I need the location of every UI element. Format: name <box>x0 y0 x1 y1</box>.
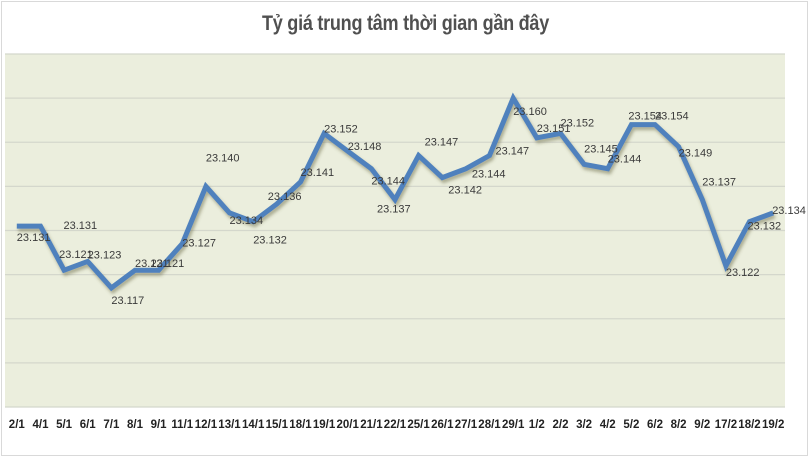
data-label: 23.132 <box>253 235 287 247</box>
x-tick-label: 1/2 <box>529 419 545 431</box>
data-label: 23.142 <box>448 185 482 197</box>
x-tick-label: 9/1 <box>151 419 168 431</box>
x-tick-label: 13/1 <box>218 419 241 431</box>
data-label: 23.148 <box>348 141 382 153</box>
x-tick-label: 18/1 <box>289 419 312 431</box>
x-tick-label: 6/2 <box>647 419 663 431</box>
x-tick-label: 8/2 <box>671 419 687 431</box>
series-polyline <box>16 92 775 292</box>
data-label: 23.121 <box>135 258 169 270</box>
data-label: 23.147 <box>496 146 530 158</box>
data-label: 23.160 <box>513 106 547 118</box>
x-tick-label: 27/1 <box>455 419 478 431</box>
data-label: 23.147 <box>425 137 459 149</box>
data-label: 23.154 <box>628 111 662 123</box>
x-tick-label: 29/1 <box>502 419 525 431</box>
data-label: 23.144 <box>608 154 642 166</box>
x-tick-label: 25/1 <box>407 419 430 431</box>
x-tick-label: 2/2 <box>553 419 569 431</box>
data-label: 23.137 <box>377 204 411 216</box>
x-tick-label: 3/2 <box>576 419 592 431</box>
data-label: 23.144 <box>371 176 405 188</box>
data-label: 23.137 <box>702 177 736 189</box>
data-label: 23.136 <box>268 191 302 203</box>
x-tick-label: 8/1 <box>127 419 144 431</box>
x-tick-label: 18/2 <box>738 419 760 431</box>
x-tick-label: 6/1 <box>80 419 97 431</box>
data-label: 23.152 <box>561 117 595 129</box>
x-tick-label: 7/1 <box>103 419 120 431</box>
data-label: 23.134 <box>772 205 806 217</box>
x-tick-label: 19/1 <box>313 419 336 431</box>
x-tick-label: 5/1 <box>56 419 73 431</box>
x-tick-label: 19/2 <box>762 419 784 431</box>
data-label: 23.131 <box>64 220 98 232</box>
x-tick-label: 17/2 <box>715 419 737 431</box>
data-label: 23.134 <box>230 215 264 227</box>
x-tick-label: 5/2 <box>623 419 639 431</box>
data-label: 23.152 <box>324 123 358 135</box>
data-label: 23.123 <box>88 249 122 261</box>
data-label: 23.141 <box>301 167 335 179</box>
x-tick-label: 14/1 <box>242 419 265 431</box>
data-label: 23.127 <box>182 238 216 250</box>
series-line <box>16 92 775 292</box>
data-label: 23.121 <box>59 249 93 261</box>
x-tick-label: 21/1 <box>360 419 383 431</box>
data-label: 23.140 <box>206 152 240 164</box>
data-label: 23.149 <box>679 148 713 160</box>
x-tick-label: 9/2 <box>694 419 710 431</box>
x-tick-label: 2/1 <box>9 419 26 431</box>
x-tick-label: 11/1 <box>171 419 193 431</box>
gridlines <box>5 53 785 408</box>
data-label: 23.154 <box>655 111 689 123</box>
x-tick-label: 12/1 <box>195 419 218 431</box>
x-tick-label: 22/1 <box>384 419 407 431</box>
x-tick-label: 4/1 <box>33 419 50 431</box>
x-tick-label: 20/1 <box>337 419 360 431</box>
data-label: 23.117 <box>111 295 144 307</box>
x-axis-labels: 2/1 4/1 5/1 6/1 7/1 8/1 9/1 11/1 12/1 13/1 14/1 15/… <box>9 419 785 431</box>
data-label: 23.145 <box>584 143 618 155</box>
data-label: 23.151 <box>537 123 571 135</box>
x-tick-label: 28/1 <box>478 419 501 431</box>
chart-title: Tỷ giá trung tâm thời gian gần đây <box>261 12 550 35</box>
data-label: 23.132 <box>748 221 782 233</box>
data-label: 23.122 <box>726 267 760 279</box>
data-labels: 23.13123.13123.12123.12323.11723.12123.1… <box>17 106 806 307</box>
x-tick-label: 4/2 <box>600 419 616 431</box>
data-label: 23.131 <box>17 232 51 244</box>
data-label: 23.144 <box>472 169 506 181</box>
x-tick-label: 15/1 <box>266 419 289 431</box>
data-label: 23.121 <box>151 258 185 270</box>
x-tick-label: 26/1 <box>431 419 454 431</box>
